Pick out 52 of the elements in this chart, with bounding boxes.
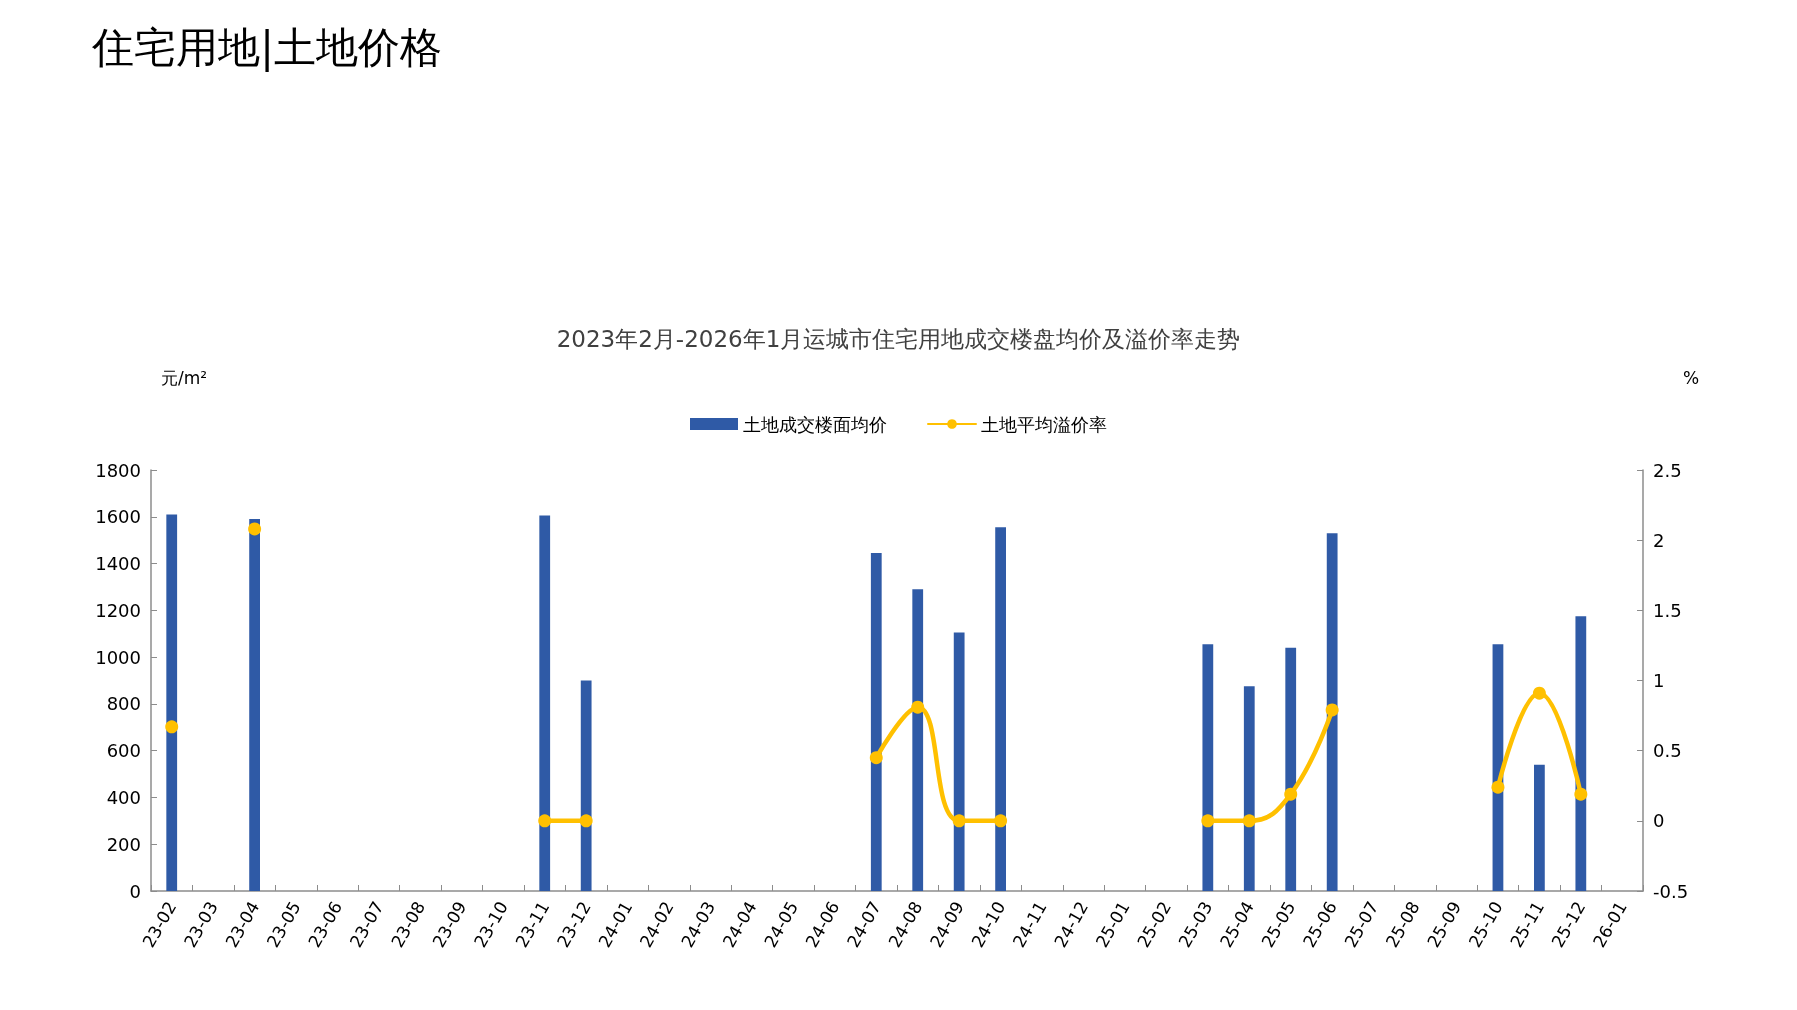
y2-tick-label: -0.5 <box>1653 880 1689 902</box>
y-tick-label: 600 <box>106 740 141 762</box>
y-tick-label: 1800 <box>95 459 141 481</box>
bar <box>1243 686 1255 891</box>
y2-tick-label: 2 <box>1653 529 1665 551</box>
point <box>952 814 966 828</box>
bar <box>1575 616 1587 891</box>
text: 住宅用地|土地价格 <box>91 22 443 72</box>
y-axis-title: 元/m² <box>161 367 208 388</box>
bar <box>539 515 551 891</box>
bar <box>249 519 260 891</box>
y2-tick-label: 1 <box>1653 670 1665 691</box>
point <box>1242 814 1256 828</box>
point <box>1325 703 1339 717</box>
bar <box>1202 644 1214 891</box>
chart-title: 2023年2月-2026年1月运城市住宅用地成交楼盘均价及溢价率走势 <box>556 325 1241 352</box>
bar <box>1326 533 1338 891</box>
point <box>248 522 262 536</box>
y-tick-label: 400 <box>106 786 141 808</box>
legend-label: 土地平均溢价率 <box>981 413 1107 435</box>
y-tick-label: 1000 <box>95 646 141 668</box>
point <box>1574 787 1588 801</box>
y-tick-label: 800 <box>106 693 141 715</box>
y2-tick-label: 0.5 <box>1653 740 1682 762</box>
point <box>1532 686 1546 700</box>
point <box>538 814 552 828</box>
y-tick-label: 0 <box>129 880 141 902</box>
y2-axis-title: % <box>1683 367 1700 388</box>
legend-label: 土地成交楼面均价 <box>743 413 887 435</box>
point <box>1491 780 1505 794</box>
point <box>1201 814 1215 828</box>
y2-tick-label: 2.5 <box>1653 459 1682 481</box>
point <box>579 814 593 828</box>
point <box>165 720 179 734</box>
bar <box>166 514 178 891</box>
bar <box>1285 647 1297 891</box>
bar <box>995 527 1006 891</box>
y-tick-label: 200 <box>106 833 141 855</box>
bar <box>953 632 965 891</box>
bar <box>912 589 924 891</box>
bar <box>870 553 882 891</box>
point <box>869 751 883 765</box>
point <box>1284 787 1298 801</box>
y2-tick-label: 0 <box>1653 810 1665 832</box>
y-tick-label: 1400 <box>95 553 141 575</box>
bar <box>1534 764 1545 891</box>
y2-tick-label: 1.5 <box>1653 599 1682 621</box>
point <box>911 700 925 714</box>
point <box>994 814 1008 828</box>
y-tick-label: 1200 <box>95 599 141 621</box>
y-tick-label: 1600 <box>95 506 141 528</box>
bar <box>580 680 592 891</box>
